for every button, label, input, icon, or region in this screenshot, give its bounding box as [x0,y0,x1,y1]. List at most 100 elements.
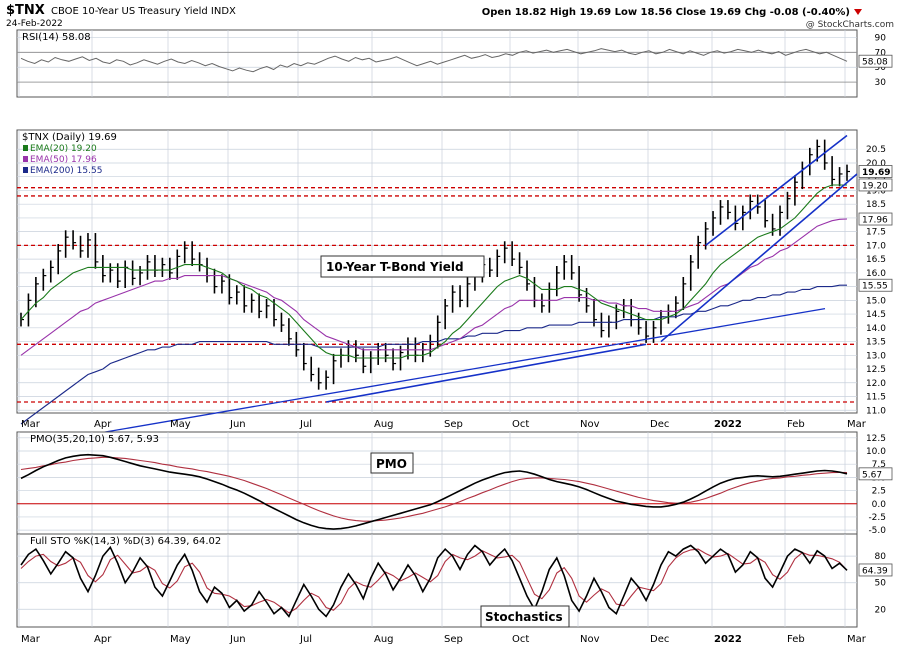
y-tick-label: 12.5 [866,365,886,375]
panel-frame [16,431,858,538]
month-label: Dec [650,419,669,430]
month-label: May [170,634,191,645]
rsi-current-tag: 58.08 [862,58,888,68]
rsi-panel: 90 70 50 30 RSI(14) 58.08 58.08 [16,29,893,98]
y-tick-label: 15.0 [866,296,886,306]
y-tick-label: 18.5 [866,200,886,210]
ema200-line [20,284,847,425]
month-label: May [170,419,191,430]
y-tick-label: 11.0 [866,406,886,416]
stoch-annotation: Stochastics [485,610,563,624]
price-tag: 15.55 [862,282,888,292]
y-tick-label: 16.0 [866,269,886,279]
y-tick-label: 20 [875,605,887,615]
y-tick-label: 10.0 [866,447,886,457]
pmo-signal-line [20,456,848,522]
rsi-label: RSI(14) 58.08 [22,32,91,43]
month-label: Nov [580,634,600,645]
y-tick-label: 13.0 [866,351,886,361]
annotation-text: 10-Year T-Bond Yield [326,260,464,274]
legend-ema50: EMA(50) 17.96 [30,155,97,165]
month-label: Oct [512,634,529,645]
stoch-current-tag-box [858,563,893,577]
trendline-rising-support [325,343,647,403]
y-tick-label: 20.5 [866,145,886,155]
rsi-current-tag-box [858,54,893,68]
stochastics-panel: 80 50 20 Full STO %K(14,3) %D(3) 64.39, 64.… [16,533,893,628]
month-label: Sep [444,419,463,430]
month-label: Aug [374,419,394,430]
pmo-label: PMO(35,20,10) 5.67, 5.93 [30,434,159,445]
pmo-current-tag-box [858,467,893,481]
y-tick-label: 14.5 [866,310,886,320]
month-label: Feb [787,634,805,645]
y-tick-label: 2.5 [872,487,886,497]
pmo-annotation: PMO [376,457,407,471]
annotation-box [320,255,485,278]
ema50-line [20,218,848,356]
month-label: Mar [847,634,867,645]
pmo-line [20,453,848,530]
y-tick-label: 16.5 [866,255,886,265]
y-tick-label: 11.5 [866,393,886,403]
channel-upper [705,134,848,247]
month-label: Mar [847,419,867,430]
rsi-line [20,48,848,73]
instrument-name: CBOE 10-Year US Treasury Yield INDX [51,6,236,17]
pmo-panel: 12.510.07.55.02.50.0-2.5-5.0PMO(35,20,10… [16,431,893,538]
month-label: Sep [444,634,463,645]
y-tick-label: 0.0 [872,500,887,510]
y-tick-label: 14.0 [866,324,886,334]
y-tick-label: 20.0 [866,159,886,169]
stoch-label: Full STO %K(14,3) %D(3) 64.39, 64.02 [30,536,221,547]
month-axis-upper: Mar Apr May Jun Jul Aug Sep Oct Nov Dec 2022 Feb Mar [21,419,867,430]
price-tag-box [858,278,893,292]
month-label: Dec [650,634,669,645]
y-tick-label: 90 [875,33,887,43]
price-tag-box [858,212,893,226]
y-tick-label: 17.0 [866,241,886,251]
pmo-current-tag: 5.67 [862,470,882,480]
month-label: Feb [787,419,805,430]
month-label: Aug [374,634,394,645]
y-tick-label: -2.5 [868,513,886,523]
pmo-annotation-box [370,452,414,474]
y-tick-label: 12.5 [866,434,886,444]
y-tick-label: 30 [875,78,887,88]
ohlc-summary: Open 18.82 High 19.69 Low 18.56 Close 19… [482,7,850,18]
chart-date: 24-Feb-2022 [6,19,63,29]
month-label: Oct [512,419,529,430]
legend-ema20: EMA(20) 19.20 [30,144,97,154]
month-label: Apr [94,419,112,430]
price-tag: 17.96 [862,216,888,226]
y-tick-label: 50 [875,63,887,73]
y-tick-label: 50 [875,579,887,589]
y-tick-label: -5.0 [868,526,886,536]
y-tick-label: 19.0 [866,186,886,196]
watermark: @ StockCharts.com [806,20,894,30]
stoch-k-line [20,544,848,618]
y-tick-label: 13.5 [866,338,886,348]
symbol: $TNX [6,3,45,18]
price-tag: 19.20 [862,181,888,191]
y-tick-label: 17.5 [866,228,886,238]
month-label: Jul [299,634,312,645]
legend-swatch [23,156,28,162]
price-tag: 19.69 [862,168,890,178]
legend-ema200: EMA(200) 15.55 [30,166,102,176]
month-label: Jul [299,419,312,430]
price-tag-box [858,178,893,192]
price-panel: 20.520.019.519.018.518.017.517.016.516.0… [16,129,893,439]
price-tag-box [858,165,893,178]
ema20-line [20,184,847,359]
month-label: Mar [21,634,41,645]
stoch-d-line [20,548,848,614]
month-axis-lower: Mar Apr May Jun Jul Aug Sep Oct Nov Dec 2022 Feb Mar [21,634,867,645]
stoch-current-tag: 64.39 [862,566,888,576]
month-label: 2022 [714,419,742,430]
month-label: Nov [580,419,600,430]
legend-swatch [23,167,28,173]
legend-swatch [23,145,28,151]
price-legend-title: $TNX (Daily) 19.69 [22,132,117,143]
